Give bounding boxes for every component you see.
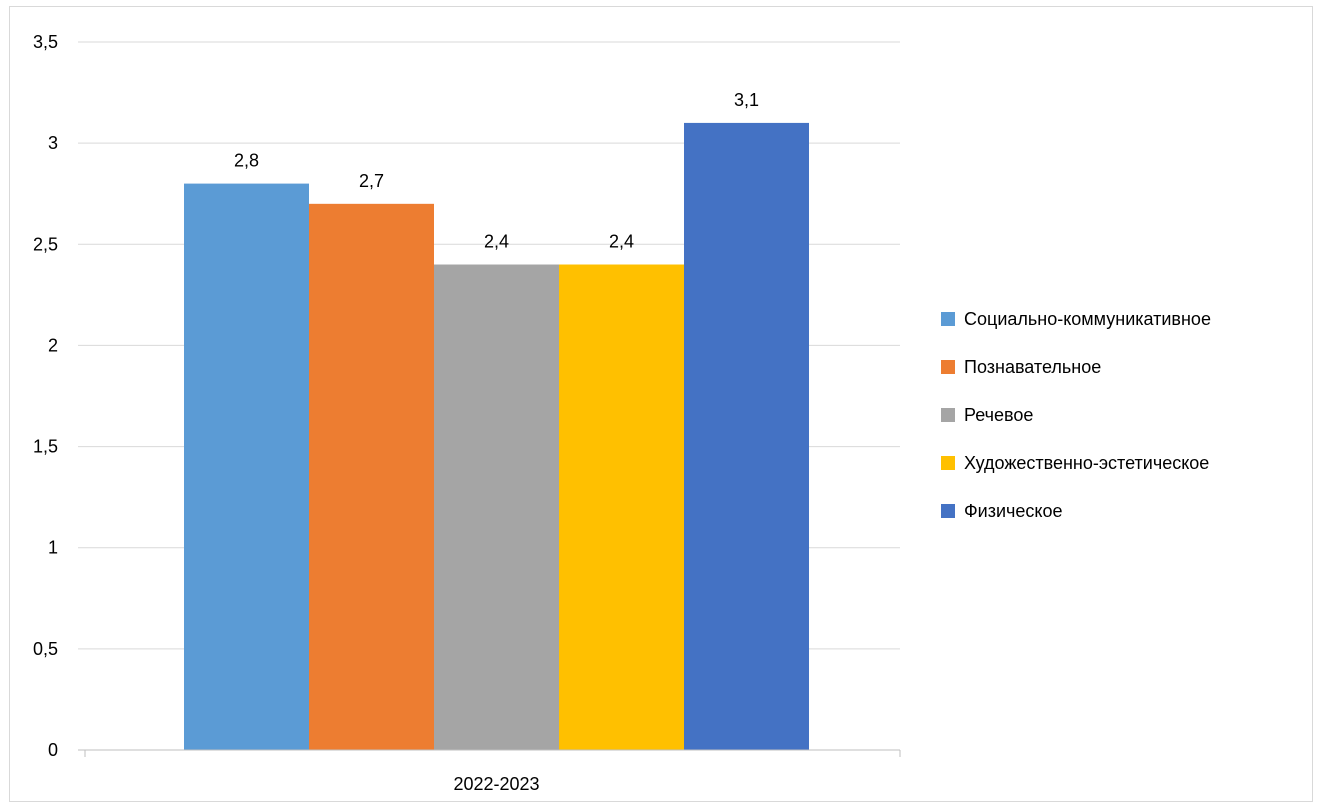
- y-tick-label: 1: [48, 538, 58, 558]
- legend-swatch: [941, 456, 955, 470]
- legend: Социально-коммуникативное Познавательное Р…: [941, 309, 1211, 521]
- y-tick-label: 3: [48, 133, 58, 153]
- bar: [559, 264, 684, 750]
- data-labels: 2,8 2,7 2,4 2,4 3,1: [234, 90, 759, 252]
- bars: [184, 122, 809, 751]
- y-tick-label: 1,5: [33, 437, 58, 457]
- legend-swatch: [941, 312, 955, 326]
- legend-label: Художественно-эстетическое: [964, 453, 1209, 473]
- bar: [309, 203, 434, 751]
- data-label: 3,1: [734, 90, 759, 110]
- data-label: 2,4: [609, 232, 634, 252]
- y-tick-label: 3,5: [33, 32, 58, 52]
- data-label: 2,8: [234, 151, 259, 171]
- bar: [434, 264, 559, 750]
- data-label: 2,4: [484, 232, 509, 252]
- legend-swatch: [941, 360, 955, 374]
- bar: [184, 183, 309, 751]
- legend-label: Физическое: [964, 501, 1063, 521]
- legend-swatch: [941, 408, 955, 422]
- y-axis-ticks: 0 0,5 1 1,5 2 2,5 3 3,5: [33, 32, 58, 760]
- legend-label: Социально-коммуникативное: [964, 309, 1211, 329]
- bar: [684, 122, 809, 750]
- category-label: 2022-2023: [453, 774, 539, 794]
- y-tick-label: 0,5: [33, 639, 58, 659]
- x-axis: 2022-2023: [78, 749, 901, 794]
- legend-label: Познавательное: [964, 357, 1101, 377]
- legend-label: Речевое: [964, 405, 1033, 425]
- chart-frame: [9, 6, 1313, 802]
- y-tick-label: 2: [48, 335, 58, 355]
- legend-swatch: [941, 504, 955, 518]
- y-tick-label: 2,5: [33, 234, 58, 254]
- y-tick-label: 0: [48, 740, 58, 760]
- data-label: 2,7: [359, 171, 384, 191]
